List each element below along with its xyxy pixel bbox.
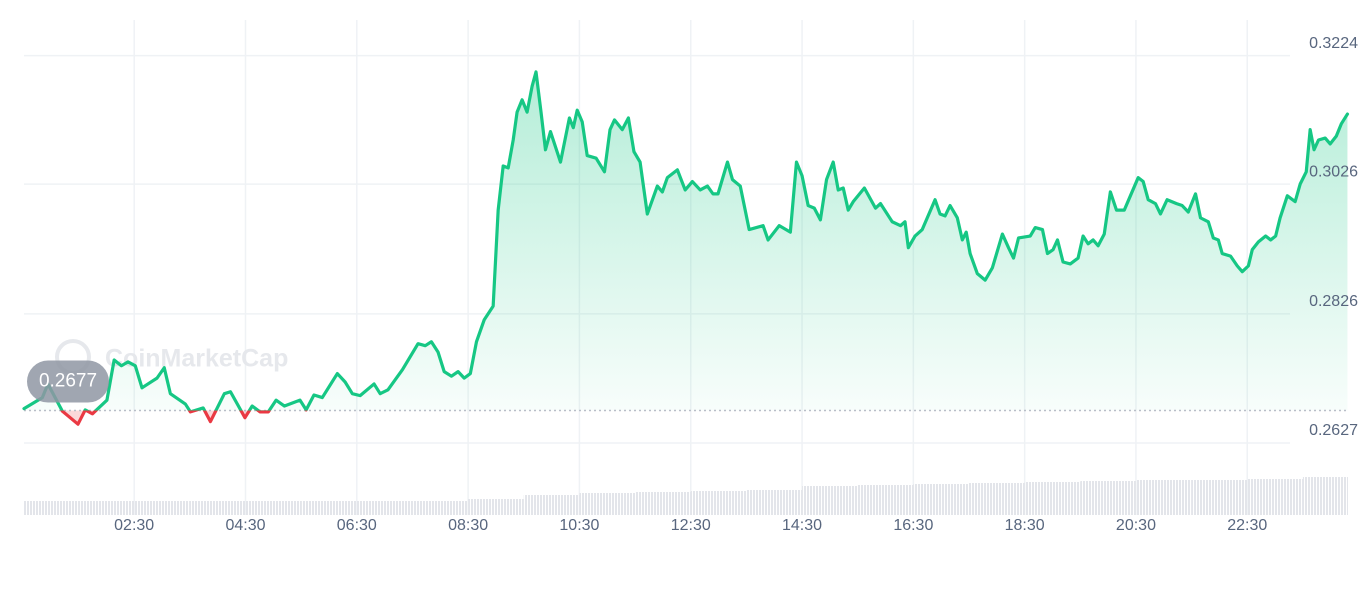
lines <box>22 70 1350 426</box>
baseline-label: 0.2677 <box>39 371 97 392</box>
volume-bar <box>802 486 858 515</box>
volume-bar <box>1191 480 1248 515</box>
volume-bar <box>245 501 302 515</box>
volume-bar <box>746 490 803 515</box>
volume-bar <box>857 485 914 515</box>
volume-bar <box>1080 481 1136 515</box>
volume-bar <box>968 483 1025 515</box>
volume-bar <box>1302 477 1348 515</box>
volume-bar <box>356 501 413 515</box>
area-up <box>24 71 1348 411</box>
volume-bar <box>523 495 580 515</box>
volume-bar <box>189 501 246 515</box>
volume-bar <box>913 484 969 515</box>
y-tick-label: 0.3224 <box>1309 35 1358 52</box>
x-tick-label: 02:30 <box>114 517 154 534</box>
labels: 0.2627 0.2826 0.3026 0.3224 02:30 04:30 06:30 0… <box>27 35 1358 534</box>
x-tick-label: 10:30 <box>559 517 599 534</box>
price-line <box>22 70 1350 411</box>
volume-bar <box>635 492 691 515</box>
volume-bar <box>24 501 79 515</box>
volume-bar <box>301 501 357 515</box>
y-tick-label: 0.2627 <box>1309 422 1358 439</box>
x-tick-label: 08:30 <box>448 517 488 534</box>
volume-bar <box>579 493 636 515</box>
volume-bar <box>412 501 469 515</box>
x-tick-label: 20:30 <box>1116 517 1156 534</box>
x-tick-label: 04:30 <box>225 517 265 534</box>
volume-bar <box>1247 479 1303 515</box>
volume-bar <box>468 499 524 515</box>
volume <box>24 477 1348 515</box>
x-tick-label: 12:30 <box>671 517 711 534</box>
volume-bar <box>690 491 747 515</box>
x-tick-label: 22:30 <box>1227 517 1267 534</box>
x-tick-label: 16:30 <box>893 517 933 534</box>
baseline-pill <box>27 360 109 403</box>
x-tick-label: 18:30 <box>1005 517 1045 534</box>
x-tick-label: 14:30 <box>782 517 822 534</box>
y-tick-label: 0.2826 <box>1309 293 1358 310</box>
y-tick-label: 0.3026 <box>1309 163 1358 180</box>
volume-bar <box>1135 480 1192 515</box>
volume-bar <box>1024 482 1081 515</box>
volume-bar <box>134 501 190 515</box>
x-tick-label: 06:30 <box>337 517 377 534</box>
volume-bar <box>78 501 135 515</box>
